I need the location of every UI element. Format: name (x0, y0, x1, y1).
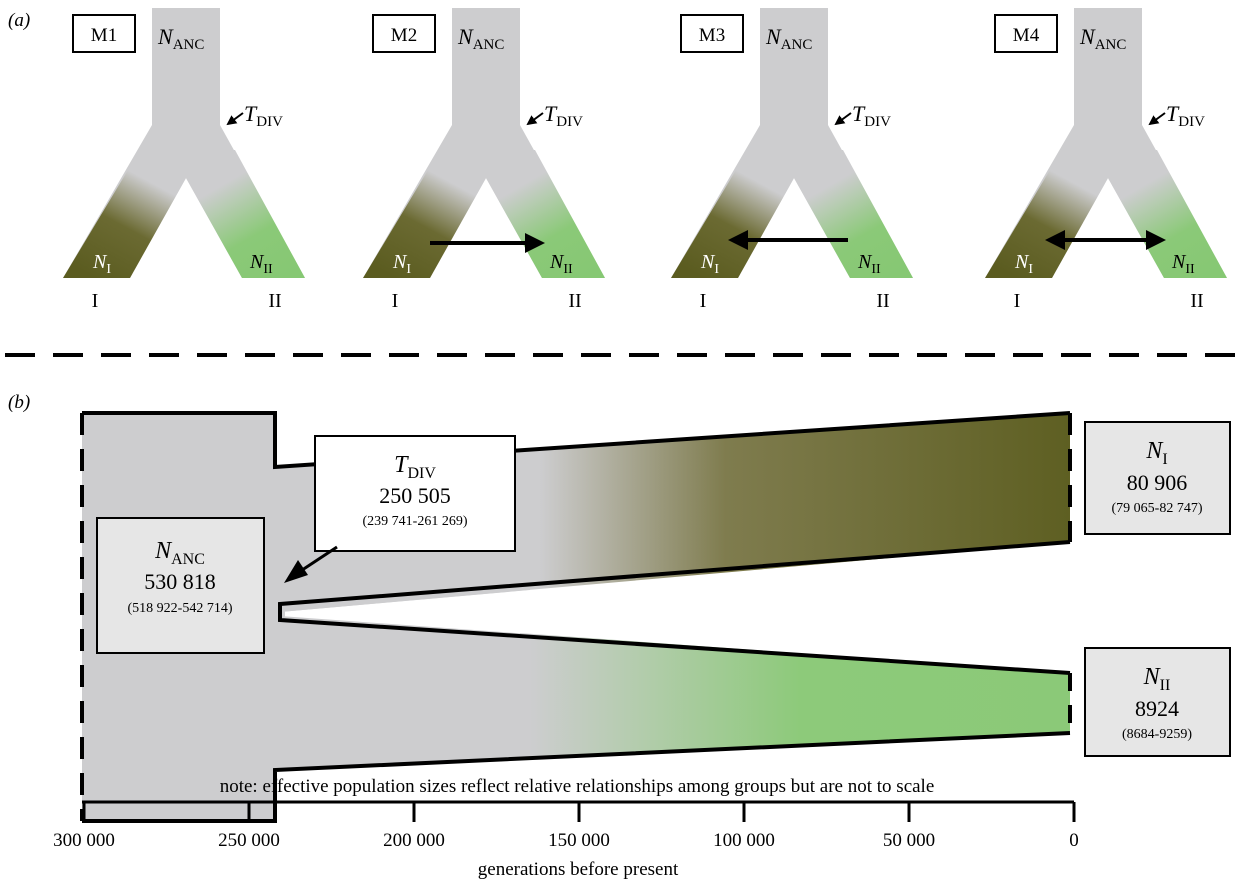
n-i-ci: (79 065-82 747) (1112, 501, 1203, 516)
t-div-pointer-head (284, 560, 308, 583)
time-axis: 300 000 250 000 200 000 150 000 100 000 50 00… (53, 800, 1079, 880)
model-diagram-m1: M1 NANC TDIV NI NII I II (63, 8, 305, 312)
pop-i-label: I (392, 290, 399, 312)
n-anc-value: 530 818 (144, 569, 216, 594)
model-id-label: M1 (91, 25, 117, 46)
migration-arrowhead (525, 233, 545, 253)
n-i-value: 80 906 (1127, 470, 1188, 495)
tree-branch-i (671, 150, 794, 278)
t-div-arrow (526, 112, 544, 126)
t-div-arrow (1148, 112, 1166, 126)
panel-a-label: (a) (8, 10, 30, 31)
axis-label: generations before present (478, 859, 679, 880)
n-anc-box (96, 517, 265, 654)
n-anc-symbol: NANC (154, 538, 205, 568)
pop-ii-label: II (1190, 290, 1203, 312)
n-i-label: NI (392, 251, 411, 277)
migration-arrowhead (728, 230, 748, 250)
n-i-label: NI (92, 251, 111, 277)
pop-ii-label: II (568, 290, 581, 312)
model-id-label: M4 (1013, 25, 1040, 46)
axis-tick-label: 200 000 (383, 830, 445, 851)
t-div-value: 250 505 (379, 483, 451, 508)
t-div-arrow (834, 112, 852, 126)
model-id-box (72, 14, 136, 53)
n-anc-label: NANC (1079, 24, 1126, 53)
model-id-box (372, 14, 436, 53)
axis-tick-label: 0 (1069, 830, 1079, 851)
diagram-outline (80, 411, 1072, 823)
pop-i-label: I (1014, 290, 1021, 312)
n-ii-symbol: NII (1143, 664, 1171, 694)
n-ii-label: NII (1171, 251, 1195, 277)
t-div-label: TDIV (244, 101, 283, 130)
t-div-arrow (226, 112, 244, 126)
tree-branch-i (363, 150, 486, 278)
n-anc-label: NANC (765, 24, 812, 53)
t-div-box (314, 435, 516, 552)
t-div-label: TDIV (544, 101, 583, 130)
branch-n-ii (520, 633, 1070, 758)
branch-n-i-gradient (500, 413, 1070, 592)
model-diagram-m3: M3 NANC TDIV NI NII I II (671, 8, 913, 312)
t-div-ci: (239 741-261 269) (363, 514, 468, 529)
model-id-label: M3 (699, 25, 725, 46)
n-i-label: NI (1014, 251, 1033, 277)
pop-i-label: I (92, 290, 99, 312)
n-i-symbol: NI (1145, 438, 1167, 468)
n-anc-ci: (518 922-542 714) (128, 601, 233, 616)
n-anc-label: NANC (457, 24, 504, 53)
migration-arrowhead-left (1045, 230, 1065, 250)
axis-tick-label: 50 000 (883, 830, 935, 851)
model-diagram-m4: M4 NANC TDIV NI NII I II (985, 8, 1227, 312)
n-ii-box (1084, 647, 1231, 757)
tree-branch-ii (794, 150, 913, 278)
tree-branch-ii (186, 150, 305, 278)
axis-tick-label: 250 000 (218, 830, 280, 851)
model-id-label: M2 (391, 25, 417, 46)
tree-branch-i (63, 150, 186, 278)
n-anc-label: NANC (157, 24, 204, 53)
panel-b-label: (b) (8, 392, 30, 413)
model-diagram-m2: M2 NANC TDIV NI NII I II (363, 8, 605, 312)
n-i-label: NI (700, 251, 719, 277)
axis-tick-label: 150 000 (548, 830, 610, 851)
t-div-symbol: TDIV (394, 452, 436, 482)
axis-tick-label: 100 000 (713, 830, 775, 851)
tree-branch-ii (486, 150, 605, 278)
pop-ii-label: II (876, 290, 889, 312)
t-div-label: TDIV (852, 101, 891, 130)
model-id-box (994, 14, 1058, 53)
n-i-box (1084, 421, 1231, 535)
pop-ii-label: II (268, 290, 281, 312)
model-id-box (680, 14, 744, 53)
n-ii-ci: (8684-9259) (1122, 727, 1192, 742)
pop-i-label: I (700, 290, 707, 312)
n-ii-label: NII (549, 251, 573, 277)
n-ii-label: NII (857, 251, 881, 277)
tree-branch-i (985, 150, 1108, 278)
axis-tick-label: 300 000 (53, 830, 115, 851)
t-div-label: TDIV (1166, 101, 1205, 130)
n-ii-value: 8924 (1135, 696, 1179, 721)
migration-arrowhead-right (1146, 230, 1166, 250)
axis-ticks: 300 000 250 000 200 000 150 000 100 000 50 00… (53, 802, 1079, 851)
n-ii-label: NII (249, 251, 273, 277)
scale-note: note: effective population sizes reflect… (220, 776, 935, 797)
tree-branch-ii (1108, 150, 1227, 278)
